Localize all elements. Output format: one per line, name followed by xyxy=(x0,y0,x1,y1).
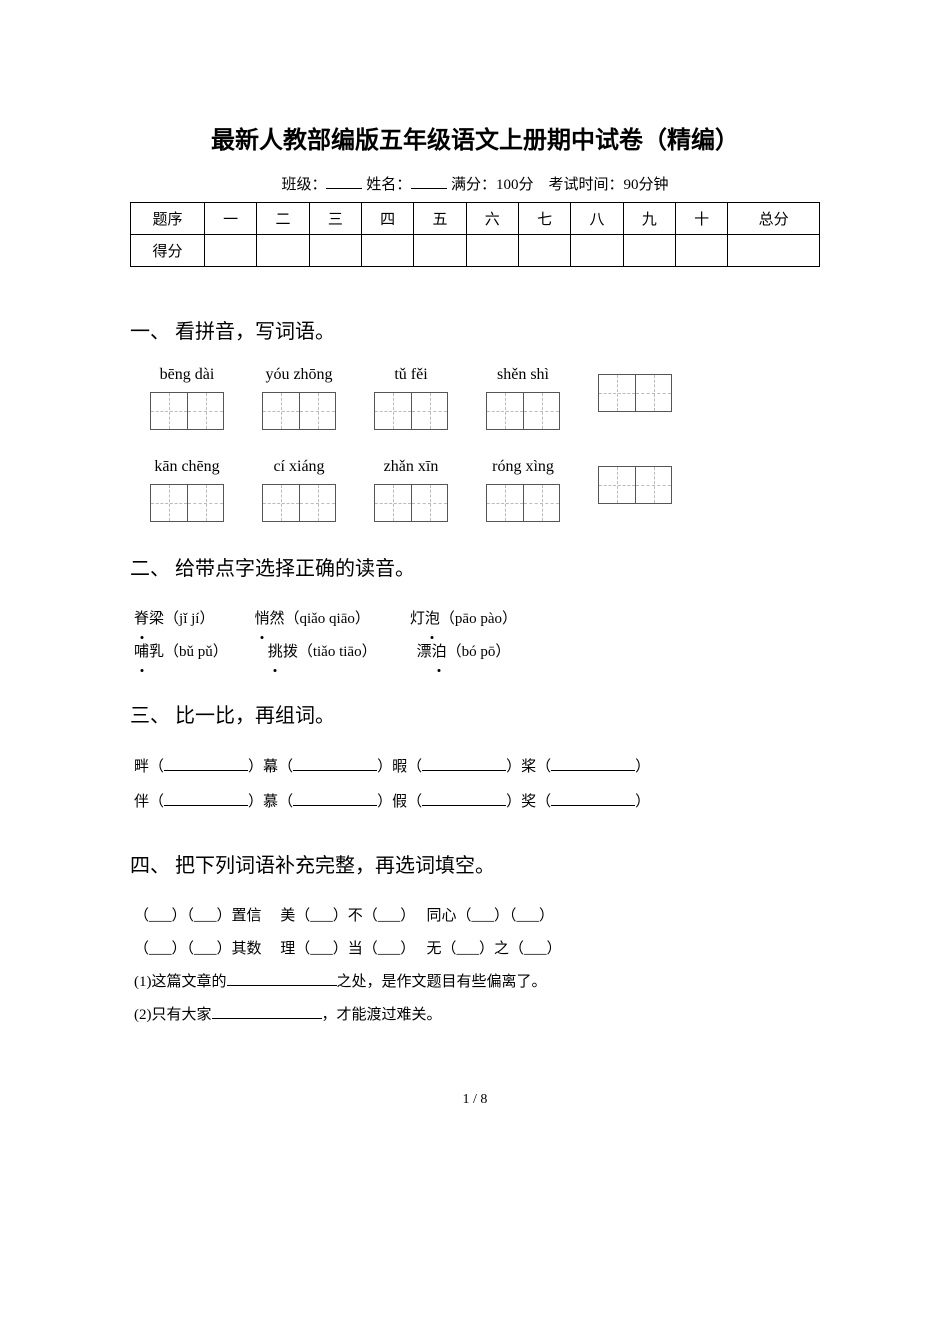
score-cell[interactable] xyxy=(309,235,361,267)
reading-item: 脊梁（jǐ jí） xyxy=(134,603,214,636)
page-number: 1 / 8 xyxy=(130,1092,820,1108)
fill-q2: (2)只有大家，才能渡过难关。 xyxy=(134,999,820,1032)
header-cell: 九 xyxy=(623,203,675,235)
fill-row-1: （___）（___）置信 美（___）不（___） 同心（___）（___） xyxy=(134,900,820,933)
pinyin-label: kān chēng xyxy=(154,458,219,476)
char-boxes[interactable] xyxy=(486,392,560,430)
class-blank[interactable] xyxy=(326,174,362,189)
reading-line-2: 哺乳（bǔ pǔ） 挑拨（tiǎo tiāo） 漂泊（bó pō） xyxy=(134,636,820,669)
pinyin-item: bēng dài xyxy=(150,366,224,430)
class-label: 班级： xyxy=(281,177,326,193)
name-blank[interactable] xyxy=(411,174,447,189)
pinyin-label: cí xiáng xyxy=(273,458,324,476)
time-value: 90分钟 xyxy=(624,177,669,193)
char-boxes[interactable] xyxy=(598,374,672,412)
blank[interactable] xyxy=(551,791,635,806)
pinyin-item: kān chēng xyxy=(150,458,224,522)
score-cell[interactable] xyxy=(466,235,518,267)
blank[interactable] xyxy=(422,756,506,771)
blank[interactable] xyxy=(164,756,248,771)
char-boxes[interactable] xyxy=(486,484,560,522)
pinyin-row-2: kān chēng cí xiáng zhǎn xīn róng xìng xyxy=(150,458,820,522)
section-2-head: 二、 给带点字选择正确的读音。 xyxy=(130,552,820,581)
score-cell[interactable] xyxy=(361,235,413,267)
blank[interactable] xyxy=(227,971,337,986)
char-boxes[interactable] xyxy=(150,392,224,430)
header-cell: 八 xyxy=(571,203,623,235)
pinyin-label: tǔ fěi xyxy=(394,366,427,384)
blank[interactable] xyxy=(164,791,248,806)
pinyin-item: shěn shì xyxy=(486,366,560,430)
header-cell: 一 xyxy=(205,203,257,235)
section-4-head: 四、 把下列词语补充完整，再选词填空。 xyxy=(130,849,820,878)
header-cell: 五 xyxy=(414,203,466,235)
reading-item: 灯泡（pāo pào） xyxy=(410,603,517,636)
score-row-label: 得分 xyxy=(131,235,205,267)
compare-line-1: 畔（）幕（）暇（）桨（） xyxy=(134,750,820,785)
time-label: 考试时间： xyxy=(549,177,624,193)
pinyin-label: shěn shì xyxy=(497,366,549,384)
pinyin-label: bēng dài xyxy=(160,366,215,384)
pinyin-item: zhǎn xīn xyxy=(374,458,448,522)
pinyin-label: yóu zhōng xyxy=(265,366,332,384)
score-cell[interactable] xyxy=(205,235,257,267)
char-boxes[interactable] xyxy=(374,392,448,430)
header-cell: 总分 xyxy=(728,203,820,235)
reading-line-1: 脊梁（jǐ jí） 悄然（qiǎo qiāo） 灯泡（pāo pào） xyxy=(134,603,820,636)
char-boxes[interactable] xyxy=(598,466,672,504)
char-boxes[interactable] xyxy=(374,484,448,522)
section-3-head: 三、 比一比，再组词。 xyxy=(130,699,820,728)
header-cell: 十 xyxy=(675,203,727,235)
header-cell: 七 xyxy=(518,203,570,235)
header-cell: 四 xyxy=(361,203,413,235)
score-cell[interactable] xyxy=(571,235,623,267)
fill-q1: (1)这篇文章的之处，是作文题目有些偏离了。 xyxy=(134,966,820,999)
pinyin-item: róng xìng xyxy=(486,458,560,522)
pinyin-label: róng xìng xyxy=(492,458,554,476)
blank[interactable] xyxy=(293,791,377,806)
char-boxes[interactable] xyxy=(262,392,336,430)
reading-item: 哺乳（bǔ pǔ） xyxy=(134,636,228,669)
pinyin-item: cí xiáng xyxy=(262,458,336,522)
fill-row-2: （___）（___）其数 理（___）当（___） 无（___）之（___） xyxy=(134,933,820,966)
score-cell[interactable] xyxy=(675,235,727,267)
pinyin-item: yóu zhōng xyxy=(262,366,336,430)
char-boxes[interactable] xyxy=(262,484,336,522)
score-cell[interactable] xyxy=(728,235,820,267)
blank[interactable] xyxy=(293,756,377,771)
header-cell: 二 xyxy=(257,203,309,235)
pinyin-row-1: bēng dài yóu zhōng tǔ fěi shěn shì xyxy=(150,366,820,430)
full-value: 100分 xyxy=(496,177,534,193)
score-cell[interactable] xyxy=(518,235,570,267)
full-label: 满分： xyxy=(451,177,496,193)
pinyin-item: tǔ fěi xyxy=(374,366,448,430)
score-cell[interactable] xyxy=(257,235,309,267)
blank[interactable] xyxy=(422,791,506,806)
header-cell: 题序 xyxy=(131,203,205,235)
reading-item: 悄然（qiǎo qiāo） xyxy=(254,603,369,636)
reading-list: 脊梁（jǐ jí） 悄然（qiǎo qiāo） 灯泡（pāo pào） 哺乳（b… xyxy=(134,603,820,669)
blank[interactable] xyxy=(551,756,635,771)
score-value-row: 得分 xyxy=(131,235,820,267)
char-boxes[interactable] xyxy=(150,484,224,522)
score-cell[interactable] xyxy=(414,235,466,267)
reading-item: 漂泊（bó pō） xyxy=(417,636,511,669)
score-header-row: 题序 一 二 三 四 五 六 七 八 九 十 总分 xyxy=(131,203,820,235)
name-label: 姓名： xyxy=(366,177,411,193)
header-cell: 三 xyxy=(309,203,361,235)
meta-line: 班级： 姓名： 满分：100分 考试时间：90分钟 xyxy=(130,173,820,194)
pinyin-label: zhǎn xīn xyxy=(384,458,439,476)
reading-item: 挑拨（tiǎo tiāo） xyxy=(268,636,377,669)
score-cell[interactable] xyxy=(623,235,675,267)
section-1-head: 一、 看拼音，写词语。 xyxy=(130,315,820,344)
blank[interactable] xyxy=(212,1004,322,1019)
page-title: 最新人教部编版五年级语文上册期中试卷（精编） xyxy=(130,120,820,155)
header-cell: 六 xyxy=(466,203,518,235)
score-table: 题序 一 二 三 四 五 六 七 八 九 十 总分 得分 xyxy=(130,202,820,267)
pinyin-item xyxy=(598,366,672,430)
compare-line-2: 伴（）慕（）假（）奖（） xyxy=(134,785,820,820)
pinyin-item xyxy=(598,458,672,522)
